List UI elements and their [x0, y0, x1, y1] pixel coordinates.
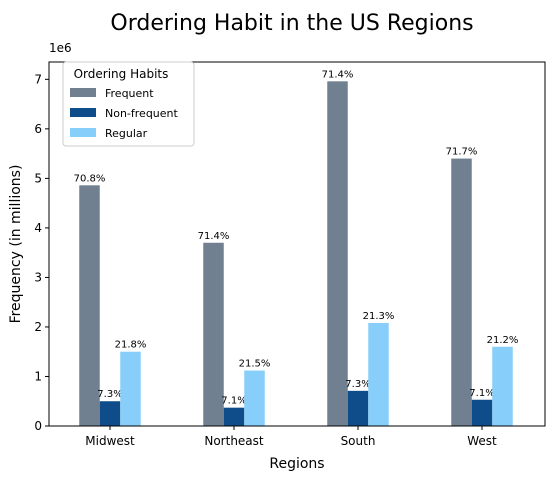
y-tick-label: 1 [34, 369, 42, 383]
y-tick-label: 3 [34, 270, 42, 284]
legend-swatch-non-frequent [70, 108, 96, 117]
bar-non-frequent-midwest [99, 401, 121, 426]
legend: Ordering Habits Frequent Non-frequent Regu… [62, 61, 195, 147]
y-tick-label: 4 [34, 221, 42, 235]
data-label: 21.2% [487, 335, 519, 346]
chart-title: Ordering Habit in the US Regions [110, 11, 473, 36]
x-tick-label: South [341, 434, 376, 448]
data-label: 71.4% [322, 69, 354, 80]
bar-regular-midwest [120, 351, 141, 426]
y-tick-label: 2 [34, 320, 42, 334]
bar-non-frequent-northeast [223, 407, 245, 426]
bar-non-frequent-south [347, 390, 369, 426]
x-axis-label: Regions [269, 456, 324, 472]
data-label: 7.3% [97, 389, 122, 400]
y-tick-label: 0 [34, 419, 42, 433]
bar-frequent-northeast [203, 242, 224, 426]
y-tick-label: 5 [34, 171, 42, 185]
bar-frequent-midwest [79, 185, 100, 426]
legend-swatch-regular [70, 128, 96, 137]
y-tick-label: 7 [34, 72, 42, 86]
y-multiplier-label: 1e6 [49, 41, 72, 55]
x-tick-label: Northeast [204, 434, 264, 448]
data-label: 70.8% [74, 173, 106, 184]
y-axis-label: Frequency (in millions) [8, 165, 24, 324]
plot-area: 0 1 2 3 4 5 6 7 70.8% 7.3% 21.8% Midwest 71.4% 7.1% 21… [34, 69, 518, 448]
bar-frequent-south [327, 81, 348, 427]
plot-frame [48, 61, 546, 427]
data-label: 7.1% [221, 396, 246, 407]
data-label: 7.1% [469, 388, 494, 399]
bar-non-frequent-west [471, 399, 493, 426]
bar-frequent-west [451, 158, 472, 427]
data-label: 71.7% [446, 147, 478, 158]
data-label: 21.8% [115, 340, 147, 351]
data-label: 7.3% [345, 379, 370, 390]
legend-label: Non-frequent [105, 107, 179, 120]
legend-box [62, 61, 195, 147]
legend-label: Frequent [105, 87, 154, 100]
bar-regular-northeast [244, 370, 265, 426]
legend-swatch-frequent [70, 88, 96, 97]
legend-title: Ordering Habits [74, 67, 169, 81]
x-tick-label: Midwest [85, 434, 135, 448]
data-label: 21.3% [363, 311, 395, 322]
data-label: 21.5% [239, 359, 271, 370]
legend-label: Regular [105, 127, 148, 140]
x-tick-label: West [467, 434, 497, 448]
bar-regular-west [492, 346, 513, 426]
y-tick-label: 6 [34, 122, 42, 136]
data-label: 71.4% [198, 231, 230, 242]
bar-regular-south [368, 322, 389, 426]
